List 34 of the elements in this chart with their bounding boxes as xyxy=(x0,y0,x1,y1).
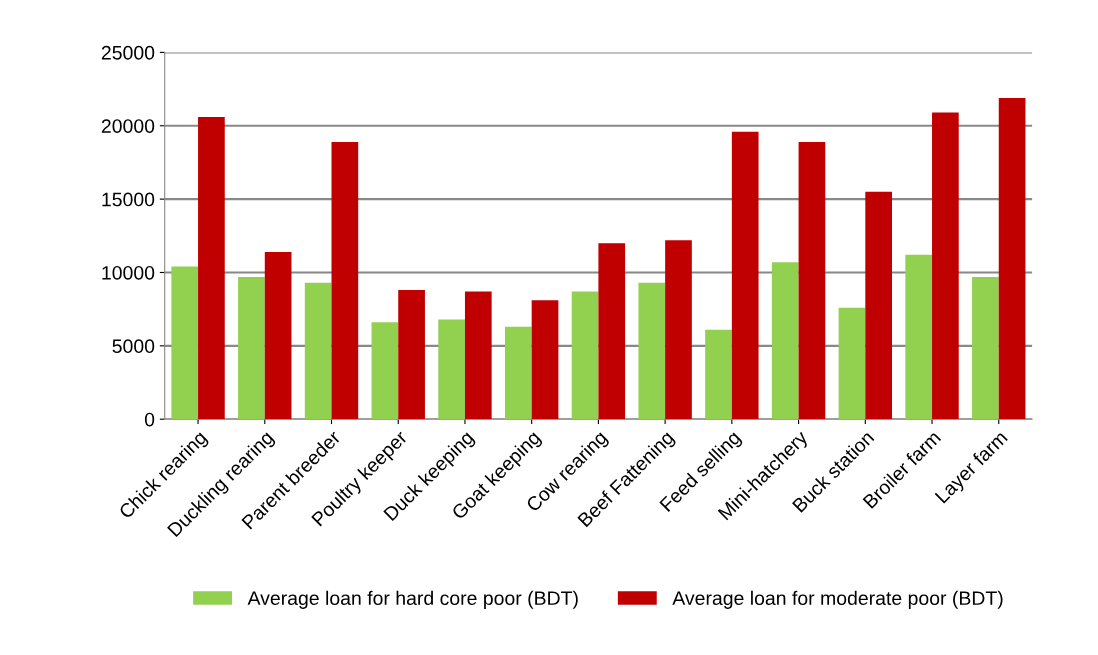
legend-label: Average loan for hard core poor (BDT) xyxy=(247,590,578,609)
bar xyxy=(731,131,759,420)
bar xyxy=(371,322,399,420)
bar xyxy=(798,141,826,420)
bar xyxy=(932,112,959,420)
bar xyxy=(598,243,626,420)
bar xyxy=(571,291,599,420)
bar xyxy=(865,191,892,420)
y-tick-label: 5000 xyxy=(112,339,155,354)
bar xyxy=(838,307,866,420)
bar xyxy=(905,254,933,420)
y-tick-label: 0 xyxy=(144,412,155,427)
bar xyxy=(665,240,692,420)
bar xyxy=(505,326,532,420)
bar xyxy=(771,262,799,420)
bar xyxy=(464,291,492,420)
y-tick-label: 20000 xyxy=(101,119,155,133)
bar xyxy=(264,251,292,420)
legend-label: Average loan for moderate poor (BDT) xyxy=(672,590,1003,609)
y-tick-label: 15000 xyxy=(102,192,155,207)
bar xyxy=(198,116,225,420)
bar xyxy=(972,276,999,420)
bar xyxy=(398,290,425,420)
bar xyxy=(304,282,332,420)
bar xyxy=(705,329,732,420)
y-tick-label: 25000 xyxy=(101,45,155,60)
bar xyxy=(638,282,666,420)
bar xyxy=(331,141,359,420)
bar xyxy=(438,319,465,420)
bar xyxy=(238,276,265,420)
bar xyxy=(998,97,1026,420)
bar xyxy=(171,266,199,420)
bar xyxy=(531,300,559,420)
y-tick-label: 10000 xyxy=(102,265,155,280)
